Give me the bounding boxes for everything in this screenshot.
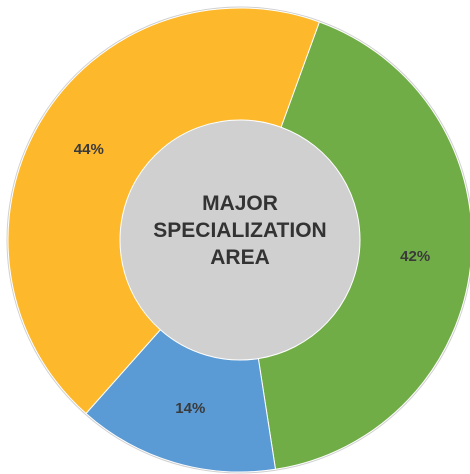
data-label: 14% [175, 400, 205, 417]
data-label: 44% [74, 141, 104, 158]
donut-slice [257, 21, 470, 470]
donut-slice [7, 7, 320, 415]
donut-slice [85, 329, 277, 473]
chart-title: MAJOR SPECIALIZATION AREA [153, 192, 327, 269]
data-label: 42% [400, 248, 430, 265]
